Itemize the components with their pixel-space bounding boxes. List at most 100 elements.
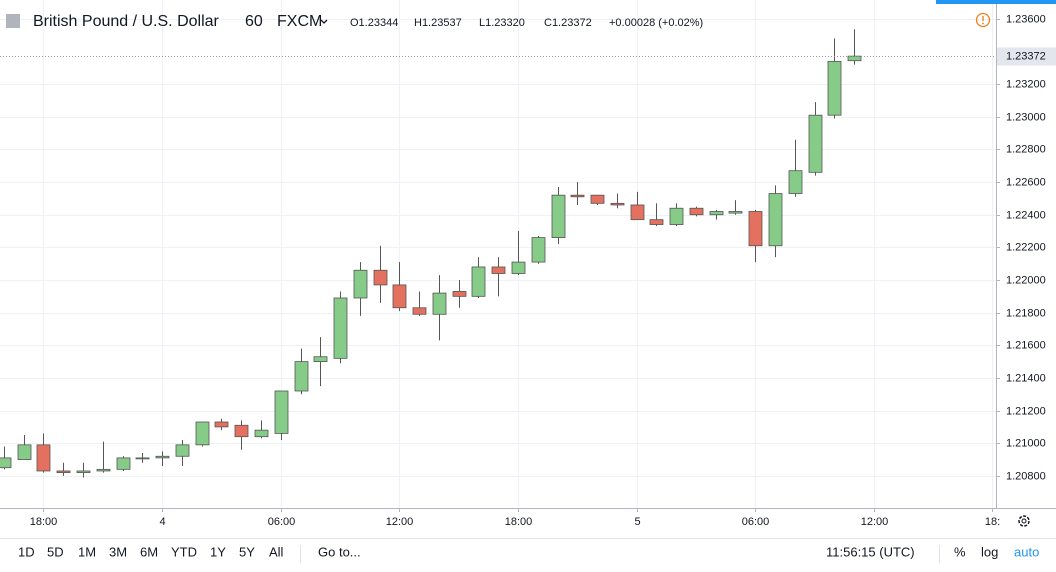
y-tick-label: 1.22600	[1006, 176, 1046, 188]
candle-body	[175, 444, 190, 457]
symbol-icon	[6, 14, 20, 28]
y-tick-label: 1.22000	[1006, 274, 1046, 286]
y-tick-label: 1.22400	[1006, 209, 1046, 221]
candle-body	[254, 429, 269, 438]
candle-body	[610, 202, 625, 206]
candle-body	[748, 211, 763, 247]
x-tick-label: 18:00	[30, 516, 58, 528]
legend-open: O1.23344	[350, 17, 398, 29]
settings-icon[interactable]	[1018, 515, 1030, 527]
candle-body	[195, 421, 210, 446]
candle-body	[768, 193, 783, 247]
y-tick-label: 1.21200	[1006, 405, 1046, 417]
range-button[interactable]: 1M	[78, 544, 96, 559]
candle-body	[56, 470, 71, 473]
candle-body	[96, 468, 111, 472]
clock: 11:56:15 (UTC)	[826, 544, 915, 559]
candle-body	[155, 455, 170, 459]
auto-button[interactable]: auto	[1014, 544, 1039, 559]
warning-icon[interactable]	[975, 12, 991, 28]
candle-body	[808, 114, 823, 173]
x-tick-label: 12:00	[386, 516, 414, 528]
y-tick-label: 1.23000	[1006, 111, 1046, 123]
range-button[interactable]: 1D	[18, 544, 35, 559]
candle-body	[116, 457, 131, 470]
x-tick-label: 4	[159, 516, 165, 528]
candle-body	[214, 421, 229, 428]
candle-body	[76, 470, 91, 473]
legend-change: +0.00028 (+0.02%)	[609, 17, 703, 29]
symbol-name[interactable]: British Pound / U.S. Dollar	[33, 13, 220, 30]
y-tick-label: 1.21400	[1006, 372, 1046, 384]
x-tick-label: 18:	[985, 516, 1000, 528]
candle-body	[570, 194, 585, 198]
candle-body	[511, 261, 526, 274]
y-tick-label: 1.23600	[1006, 13, 1046, 25]
candle-body	[432, 292, 447, 315]
range-button[interactable]: 5D	[47, 544, 64, 559]
candle-body	[788, 170, 803, 194]
y-tick-label: 1.21600	[1006, 339, 1046, 351]
candle-body	[353, 269, 368, 299]
candle-body	[313, 356, 328, 363]
candle-body	[491, 266, 506, 274]
range-button[interactable]: 3M	[109, 544, 127, 559]
goto-button[interactable]: Go to...	[318, 544, 361, 559]
legend-close: C1.23372	[544, 17, 592, 29]
percent-button[interactable]: %	[954, 544, 966, 559]
candle-body	[452, 291, 467, 297]
source-chevron[interactable]	[320, 19, 328, 24]
candle-body	[17, 444, 32, 460]
candle-body	[135, 457, 150, 460]
x-tick-label: 12:00	[861, 516, 889, 528]
warning-icon-dot	[982, 22, 984, 25]
candle-body	[827, 60, 842, 116]
candle-body	[728, 211, 743, 214]
candle-body	[0, 457, 12, 469]
x-tick-label: 18:00	[505, 516, 533, 528]
range-button[interactable]: YTD	[171, 544, 197, 559]
candles	[0, 29, 996, 478]
legend-high: H1.23537	[414, 17, 462, 29]
y-tick-label: 1.20800	[1006, 470, 1046, 482]
candle-body	[234, 424, 249, 438]
candle-body	[36, 444, 51, 472]
top-accent	[936, 0, 1056, 4]
candle-body	[709, 211, 724, 216]
candle-body	[689, 207, 704, 216]
log-button[interactable]: log	[981, 544, 998, 559]
source[interactable]: FXCM	[277, 13, 322, 30]
candle-body	[274, 390, 289, 434]
candle-body	[649, 219, 664, 225]
candle-body	[471, 266, 486, 297]
axes: 1.20800 1.21000 1.21200 1.21400 1.21600 1.218…	[30, 13, 1056, 528]
x-tick-label: 5	[634, 516, 640, 528]
candle-body	[294, 361, 309, 392]
interval[interactable]: 60	[245, 13, 263, 30]
y-tick-label: 1.21000	[1006, 437, 1046, 449]
y-tick-label: 1.22200	[1006, 241, 1046, 253]
candle-body	[847, 55, 862, 62]
legend-low: L1.23320	[479, 17, 525, 29]
range-button[interactable]: All	[269, 544, 284, 559]
y-tick-label: 1.21800	[1006, 307, 1046, 319]
last-price-tag	[997, 47, 1056, 66]
range-button[interactable]: 5Y	[239, 544, 255, 559]
candle-body	[412, 307, 427, 315]
candle-body	[333, 297, 348, 359]
x-tick-label: 06:00	[742, 516, 770, 528]
candle-body	[373, 269, 388, 286]
x-tick-label: 06:00	[268, 516, 296, 528]
candle-body	[531, 237, 546, 263]
toolbar: 1D 5D 1M 3M 6M YTD 1Y 5Y All	[18, 544, 284, 559]
candle-body	[392, 284, 407, 309]
range-button[interactable]: 1Y	[210, 544, 226, 559]
settings-icon-center	[1021, 518, 1027, 524]
candle-body	[630, 204, 645, 221]
y-tick-label: 1.22800	[1006, 143, 1046, 155]
y-tick-label: 1.23200	[1006, 78, 1046, 90]
last-price-label: 1.23372	[1006, 50, 1046, 62]
range-button[interactable]: 6M	[140, 544, 158, 559]
